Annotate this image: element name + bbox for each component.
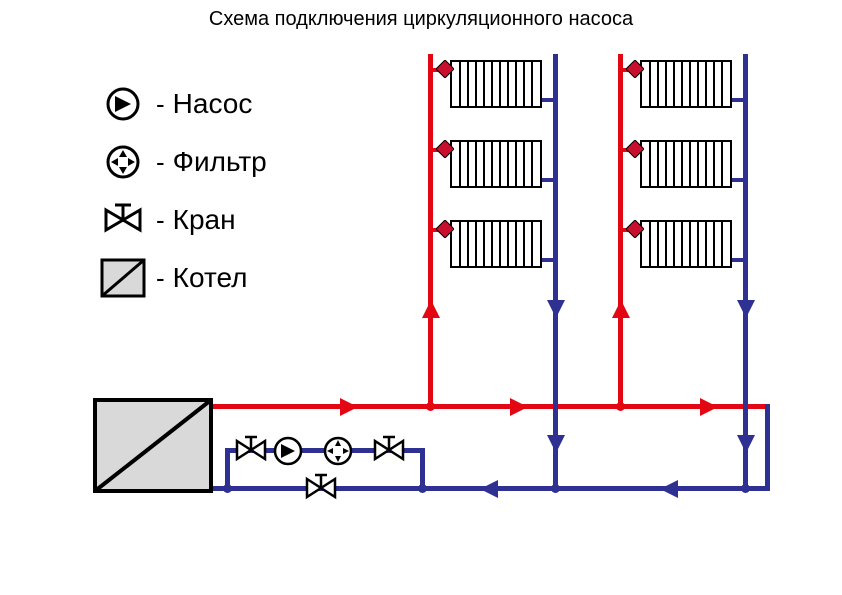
flow-arrow-icon [480,480,498,498]
flow-arrow-icon [612,300,630,318]
legend-dash: - [156,89,165,120]
radiator [450,140,542,188]
riser-cold-2 [743,54,748,491]
radiator-valve [626,140,644,158]
legend-row-boiler: - Котел [95,249,267,307]
radiator-valve [436,140,454,158]
legend-label-boiler: Котел [173,262,248,294]
legend-dash: - [156,263,165,294]
radiator-valve [626,220,644,238]
flow-arrow-icon [737,435,755,453]
junction-dot [741,484,750,493]
junction-dot [418,484,427,493]
flow-arrow-icon [422,300,440,318]
legend-dash: - [156,205,165,236]
diagram-canvas: Схема подключения циркуляционного насоса… [0,0,842,595]
diagram-title: Схема подключения циркуляционного насоса [0,8,842,31]
pump-icon [95,82,150,127]
flow-arrow-icon [660,480,678,498]
flow-arrow-icon [737,300,755,318]
legend-row-pump: - Насос [95,75,267,133]
legend-label-pump: Насос [173,88,253,120]
radiator [450,60,542,108]
junction-dot [616,402,625,411]
legend-row-valve: - Кран [95,191,267,249]
rad-conn [732,258,746,262]
pipe-supply-main [213,404,770,409]
radiator [640,60,732,108]
radiator-valve [436,60,454,78]
legend: - Насос - Фильтр [95,75,267,307]
boiler [93,398,213,493]
radiator-valve [626,60,644,78]
valve [235,435,267,465]
rad-conn [732,178,746,182]
pipe-end-cap [765,404,770,491]
flow-arrow-icon [547,300,565,318]
junction-dot [426,402,435,411]
flow-arrow-icon [547,435,565,453]
radiator [640,220,732,268]
pump [273,436,303,466]
radiator [450,220,542,268]
rad-conn [542,98,556,102]
junction-dot [551,484,560,493]
rad-conn [732,98,746,102]
legend-label-filter: Фильтр [173,146,267,178]
rad-conn [542,258,556,262]
boiler-icon [95,256,150,301]
legend-row-filter: - Фильтр [95,133,267,191]
junction-dot [223,484,232,493]
valve [373,435,405,465]
radiator [640,140,732,188]
flow-arrow-icon [700,398,718,416]
riser-cold-1 [553,54,558,491]
legend-label-valve: Кран [173,204,236,236]
flow-arrow-icon [510,398,528,416]
valve [305,473,337,503]
flow-arrow-icon [340,398,358,416]
legend-dash: - [156,147,165,178]
rad-conn [542,178,556,182]
filter-icon [95,140,150,185]
radiator-valve [436,220,454,238]
filter [323,436,353,466]
valve-icon [95,198,150,243]
